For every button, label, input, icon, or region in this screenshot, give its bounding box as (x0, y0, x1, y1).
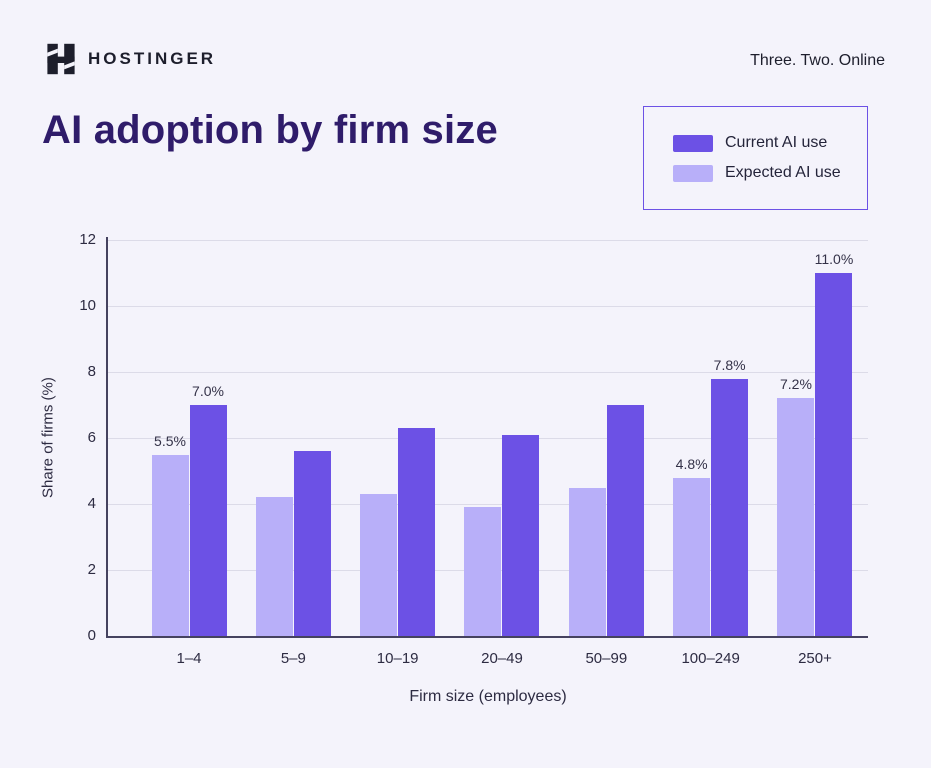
bar-expected (151, 454, 189, 636)
bar-current (711, 378, 749, 636)
x-tick-label: 5–9 (280, 650, 306, 667)
bar-value-label: 7.2% (780, 376, 812, 393)
x-tick-label: 1–4 (176, 650, 202, 667)
bar-value-label: 7.0% (192, 383, 224, 399)
bar-expected (777, 398, 815, 636)
gridline (108, 305, 868, 307)
bar-current (502, 434, 540, 636)
legend-label-current: Current AI use (725, 134, 828, 151)
x-tick-label: 100–249 (681, 650, 740, 667)
bar-value-label: 7.8% (713, 356, 746, 373)
legend-item-current: Current AI use (673, 134, 867, 152)
bar-expected (464, 507, 502, 636)
bar-value-label: 4.8% (675, 455, 708, 472)
bar-expected (568, 487, 606, 636)
brand-name: HOSTINGER (88, 49, 217, 68)
bar-expected (673, 477, 711, 636)
gridline (108, 371, 868, 373)
y-tick-label: 0 (87, 627, 96, 644)
bar-expected (360, 494, 398, 636)
bar-current (189, 405, 227, 636)
legend-label-expected: Expected AI use (725, 164, 841, 181)
y-axis-line (106, 237, 108, 638)
y-tick-label: 4 (87, 495, 96, 512)
x-tick-label: 50–99 (585, 650, 628, 667)
bar-current (606, 405, 644, 636)
bar-value-label: 5.5% (154, 432, 186, 449)
y-tick-label: 10 (79, 297, 96, 314)
bar-value-label: 11.0% (814, 251, 854, 267)
chart-title: AI adoption by firm size (42, 108, 498, 152)
y-tick-label: 12 (79, 231, 96, 248)
y-tick-label: 8 (87, 363, 96, 380)
hostinger-logo-icon (45, 42, 77, 76)
bar-current (398, 428, 436, 636)
y-tick-label: 2 (87, 561, 96, 578)
bar-current (293, 451, 331, 636)
gridline (108, 503, 868, 505)
brand-tagline: Three. Two. Online (750, 52, 885, 69)
chart-legend: Current AI use Expected AI use (643, 106, 868, 210)
gridline (108, 239, 868, 241)
x-tick-label: 250+ (798, 650, 832, 667)
legend-swatch-current-icon (673, 134, 713, 152)
gridline (108, 437, 868, 439)
bar-expected (255, 497, 293, 636)
x-tick-label: 10–19 (376, 650, 419, 667)
legend-swatch-expected-icon (673, 164, 713, 182)
y-axis-title: Share of firms (%) (39, 377, 57, 499)
brand: HOSTINGER (45, 42, 216, 76)
legend-item-expected: Expected AI use (673, 164, 867, 182)
plot-area: 0 2 4 6 8 10 12 5.5% 7.0% 1–4 5–9 10–19 20–49 50–99 4.… (79, 231, 868, 667)
x-axis-title: Firm size (employees) (409, 688, 567, 705)
y-tick-label: 6 (87, 429, 96, 446)
bar-current (815, 273, 853, 636)
x-axis-line (106, 636, 868, 638)
x-tick-label: 20–49 (481, 650, 523, 667)
